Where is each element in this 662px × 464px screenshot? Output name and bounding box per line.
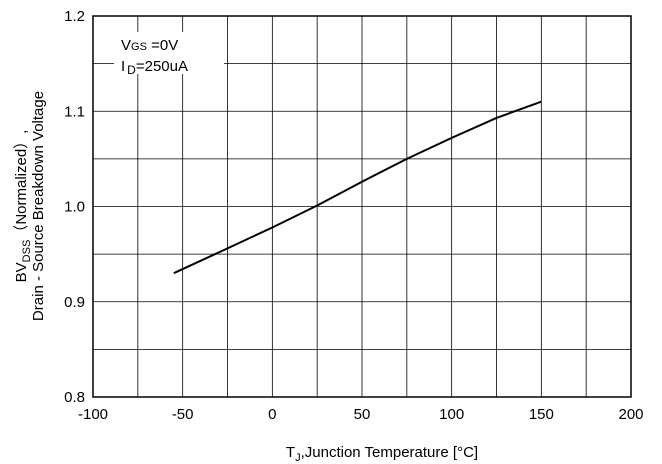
x-tick-label: -100 bbox=[78, 406, 108, 423]
x-tick-label: 200 bbox=[618, 406, 643, 423]
x-tick-label: 50 bbox=[354, 406, 371, 423]
grid-lines bbox=[93, 16, 631, 397]
y-axis-title: BVDSS（Normalized）, Drain - Source Breakd… bbox=[13, 91, 47, 321]
x-tick-label: 150 bbox=[529, 406, 554, 423]
y-tick-label: 0.9 bbox=[64, 294, 85, 311]
svg-text:Drain - Source Breakdown Volta: Drain - Source Breakdown Voltage bbox=[30, 91, 47, 321]
series-line bbox=[173, 100, 542, 275]
x-tick-label: 0 bbox=[268, 406, 276, 423]
y-tick-label: 1.1 bbox=[64, 103, 85, 120]
y-tick-label: 1.0 bbox=[64, 199, 85, 216]
x-axis-title: TJ,Junction Temperature [°C] bbox=[286, 444, 478, 464]
x-tick-label: 100 bbox=[439, 406, 464, 423]
y-tick-label: 0.8 bbox=[64, 389, 85, 406]
y-tick-labels: 0.8 0.9 1.0 1.1 1.2 bbox=[64, 8, 85, 406]
svg-text:BVDSS（Normalized）,: BVDSS（Normalized）, bbox=[13, 130, 33, 283]
annotation-vgs: VGS =0V bbox=[121, 37, 178, 54]
y-tick-label: 1.2 bbox=[64, 8, 85, 25]
plot-frame bbox=[92, 15, 632, 398]
x-tick-labels: -100 -50 0 50 100 150 200 bbox=[78, 406, 644, 423]
x-tick-label: -50 bbox=[172, 406, 194, 423]
annotation-id: I D=250uA bbox=[121, 58, 188, 77]
annotation-background bbox=[114, 32, 224, 74]
